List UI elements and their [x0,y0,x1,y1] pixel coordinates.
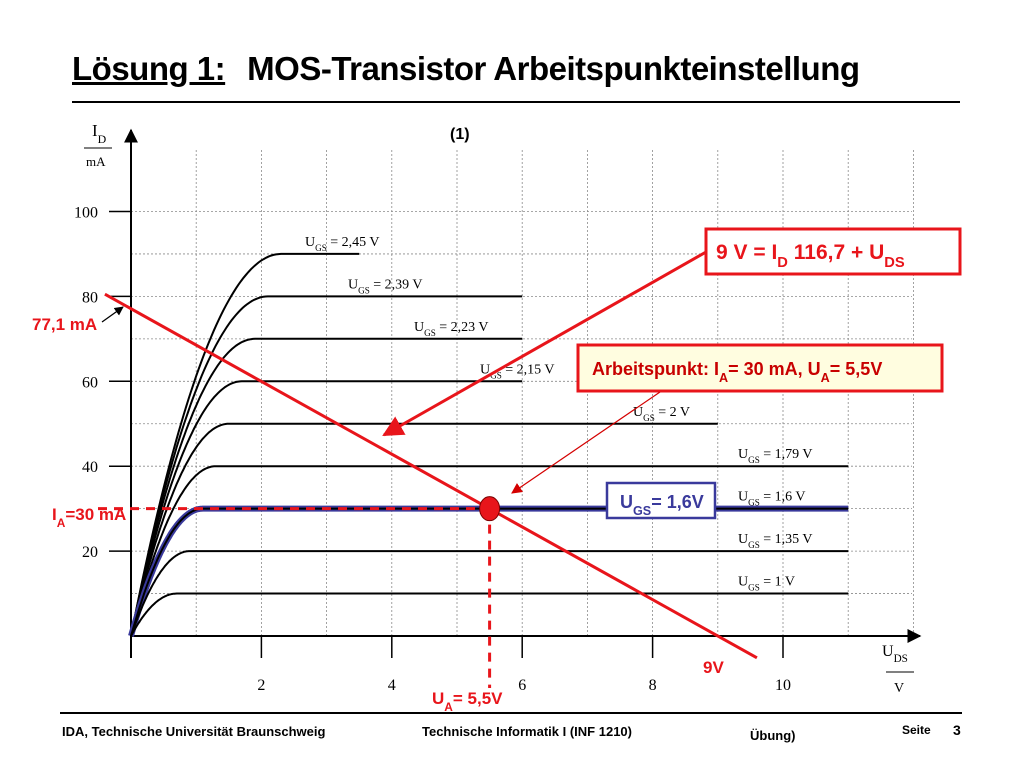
title-number: Lösung 1: [72,50,226,87]
footer-page-number: 3 [953,722,961,738]
curve-label: UGS = 1,6 V [738,490,806,508]
x-tick-label: 10 [775,677,791,694]
curve-ugs-2-39v [130,295,523,637]
curve-label: UGS = 2,15 V [480,362,555,380]
curve-ugs-2-23v [130,337,523,637]
title-divider [72,101,960,103]
x-axis-unit: V [894,681,904,696]
footer-divider [60,712,962,714]
i-max-arrow [101,306,124,323]
y-axis-label: ID [92,121,107,146]
figure-label: (1) [450,126,470,143]
curve-labels: UGS = 2,45 V UGS = 2,39 V UGS = 2,23 V UGS … [305,235,813,593]
curve-ugs-2-45v [130,252,360,637]
arbeitspunkt-text: Arbeitspunkt: IA= 30 mA, UA= 5,5V [592,359,882,385]
ua-label: UA= 5,5V [432,689,503,712]
ia-label: IA=30 mA [52,505,126,530]
y-tick-label: 20 [82,544,98,561]
equation-arrow [382,250,707,437]
equation-box [704,227,962,276]
x-tick-label: 2 [257,677,265,694]
load-line [104,292,758,660]
y-tick-label: 80 [82,289,98,306]
supply-voltage-label: 9V [703,658,724,677]
curve-label: UGS = 1,35 V [738,532,813,550]
curve-label: UGS = 1,79 V [738,447,813,465]
title-text: MOS-Transistor Arbeitspunkteinstellung [247,50,860,87]
x-tick-label: 4 [388,677,396,694]
footer-course: Technische Informatik I (INF 1210) [422,724,632,739]
curve-label: UGS = 2,23 V [414,320,489,338]
y-tick-label: 40 [82,459,98,476]
footer-note: Übung) [750,728,796,743]
footer-page-label: Seite [902,723,931,737]
curve-label: UGS = 1 V [738,575,795,593]
curve-ugs-1v [130,592,849,637]
curve-ugs-1-6v [130,507,849,637]
i-max-label: 77,1 mA [32,315,97,334]
x-axis-label: UDS [882,643,908,665]
x-tick-label: 8 [649,677,657,694]
arbeitspunkt-arrow [511,391,661,494]
footer-institution: IDA, Technische Universität Braunschweig [62,724,326,739]
x-tick-label: 6 [518,677,526,694]
ugs-box [605,481,717,520]
y-axis-unit: mA [86,154,106,169]
curve-label: UGS = 2 V [633,405,690,423]
equation-text: 9 V = ID 116,7 + UDS [716,241,905,271]
page-title: Lösung 1: MOS-Transistor Arbeitspunkteins… [72,50,860,88]
y-tick-label: 60 [82,374,98,391]
axes: 20 40 60 80 100 2 4 6 8 10 ID mA UDS V (1) [74,121,922,696]
curves [128,252,849,637]
curve-ugs-2-15v [130,380,523,637]
curve-ugs-1-35v [130,550,849,637]
y-tick-label: 100 [74,205,98,222]
chart: 20 40 60 80 100 2 4 6 8 10 ID mA UDS V (1) UGS = 2,45 … [32,121,962,712]
curve-ugs-2v [130,422,718,637]
arbeitspunkt-box [576,343,944,393]
curve-label: UGS = 2,39 V [348,277,423,295]
operating-point-marker [479,496,501,522]
ugs-box-text: UGS= 1,6V [620,492,704,518]
annotations: 9 V = ID 116,7 + UDS Arbeitspunkt: IA= 30… [32,227,962,712]
curve-label: UGS = 2,45 V [305,235,380,253]
